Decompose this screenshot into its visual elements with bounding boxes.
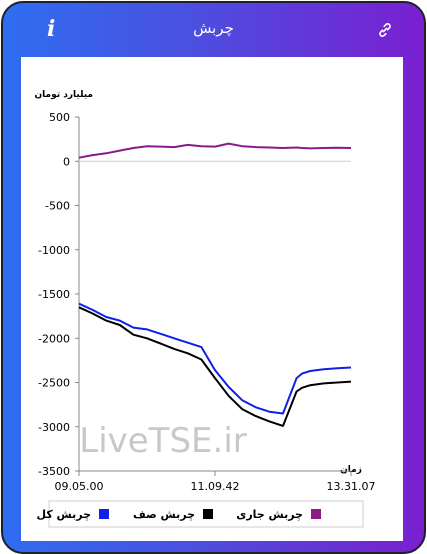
y-tick-label: -1500: [38, 288, 70, 301]
info-icon[interactable]: i: [47, 16, 56, 42]
x-tick-label: 11.09.42: [191, 480, 240, 493]
y-tick-label: -2500: [38, 377, 70, 390]
legend-swatch: [203, 509, 213, 519]
y-tick-label: -2000: [38, 332, 70, 345]
legend-label[interactable]: چربش کل: [37, 508, 92, 521]
chart-panel: میلیارد تومان زمان LiveTSE.ir 500 0 -500 -1…: [21, 57, 403, 541]
series-line-3: [78, 142, 352, 159]
y-tick-label: -3000: [38, 421, 70, 434]
legend-label[interactable]: چربش جاری: [236, 508, 303, 521]
y-tick-label: 500: [49, 111, 70, 124]
series-line-2: [78, 306, 352, 427]
legend-label[interactable]: چربش صف: [133, 508, 195, 521]
y-axis-label: میلیارد تومان: [34, 90, 93, 100]
x-axis-label: زمان: [340, 465, 362, 475]
y-tick-label: -500: [45, 200, 70, 213]
card-header: i چربش: [3, 3, 424, 55]
x-tick-label: 09.05.00: [55, 480, 104, 493]
legend-swatch: [311, 509, 321, 519]
card-title: چربش: [193, 19, 234, 37]
watermark: LiveTSE.ir: [79, 421, 247, 461]
series-line-1: [78, 302, 352, 415]
x-tick-label: 13.31.07: [327, 480, 376, 493]
line-chart: میلیارد تومان زمان LiveTSE.ir 500 0 -500 -1…: [34, 90, 376, 528]
y-tick-label: 0: [63, 155, 70, 168]
link-icon[interactable]: [376, 21, 394, 39]
y-tick-label: -3500: [38, 465, 70, 478]
y-tick-label: -1000: [38, 244, 70, 257]
legend-swatch: [99, 509, 109, 519]
